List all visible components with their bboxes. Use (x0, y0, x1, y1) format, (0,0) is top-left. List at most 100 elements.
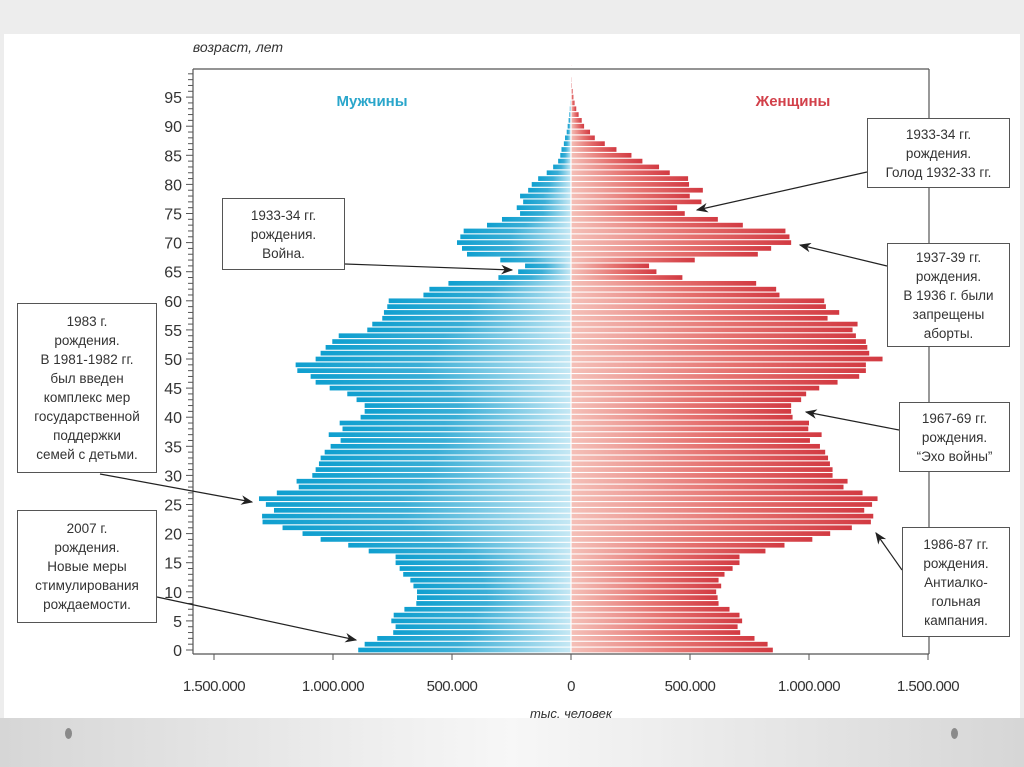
bar-women-age-58 (571, 310, 840, 315)
bar-women-age-62 (571, 286, 777, 292)
y-tick-label: 45 (164, 381, 182, 398)
bar-men-age-88 (565, 135, 571, 141)
bar-women-age-70 (571, 240, 792, 245)
bar-men-age-79 (528, 187, 571, 193)
bar-men-age-77 (523, 199, 571, 205)
bar-men-age-43 (356, 397, 571, 403)
y-tick-label: 0 (173, 643, 182, 660)
bar-men-age-36 (340, 438, 571, 443)
annotation-line: рождения. (915, 268, 982, 284)
bar-men-age-92 (569, 112, 571, 117)
bar-men-age-54 (338, 333, 571, 339)
annotation-war-echo: 1967-69 гг. рождения. “Эхо войны” (899, 402, 1010, 472)
bar-men-age-46 (315, 379, 571, 385)
bar-women-age-94 (571, 100, 575, 106)
annotation-line: 1933-34 гг. (905, 126, 972, 142)
bar-women-age-68 (571, 251, 758, 257)
bar-women-age-65 (571, 269, 657, 275)
bar-women-age-31 (571, 467, 833, 472)
bar-women-age-49 (571, 362, 866, 368)
bar-men-age-22 (262, 519, 571, 525)
bar-men-age-20 (302, 531, 571, 536)
bar-women-age-53 (571, 339, 866, 344)
bar-men-age-74 (501, 216, 571, 222)
bar-women-age-5 (571, 618, 743, 624)
bar-women-age-19 (571, 537, 813, 542)
bar-men-age-62 (429, 286, 571, 292)
bar-men-age-52 (325, 345, 571, 350)
bar-men-age-4 (395, 624, 571, 630)
y-tick-label: 55 (164, 323, 182, 340)
bar-men-age-14 (399, 566, 571, 571)
annotation-line: 1967-69 гг. (921, 410, 988, 426)
annotation-line: 1986-87 гг. (923, 536, 989, 552)
bar-men-age-70 (456, 240, 571, 245)
bar-women-age-3 (571, 630, 741, 635)
bar-men-age-48 (297, 368, 571, 373)
arrow-famine (695, 171, 868, 213)
annotation-line: 2007 г. (66, 521, 108, 536)
bar-women-age-45 (571, 385, 820, 391)
bar-men-age-15 (395, 560, 571, 566)
bar-men-age-91 (568, 118, 571, 123)
y-tick-label: 50 (164, 352, 182, 369)
bar-women-age-40 (571, 414, 793, 420)
bar-men-age-3 (393, 630, 571, 635)
bar-men-age-85 (560, 152, 571, 158)
annotation-line: рождения. (54, 333, 120, 348)
bar-women-age-55 (571, 327, 853, 333)
y-tick-label: 85 (164, 148, 182, 165)
bar-women-age-33 (571, 455, 829, 461)
bar-men-age-49 (295, 362, 571, 368)
bar-men-age-10 (417, 589, 571, 595)
bar-men-age-35 (330, 443, 571, 449)
bar-women-age-1 (571, 641, 768, 647)
bar-men-age-58 (383, 310, 571, 315)
annotation-line: 1983 г. (66, 314, 108, 329)
bar-women-age-88 (571, 135, 595, 141)
bar-men-age-50 (315, 356, 571, 362)
bar-women-age-7 (571, 606, 730, 612)
bar-men-age-28 (298, 484, 571, 490)
bar-men-age-78 (520, 193, 571, 199)
bar-men-age-13 (403, 571, 571, 577)
bar-women-age-17 (571, 548, 766, 554)
bar-women-age-79 (571, 187, 703, 193)
y-tick-label: 90 (164, 119, 182, 136)
annotation-war: 1933-34 гг. рождения. Война. (222, 198, 345, 270)
y-tick-label: 75 (164, 207, 182, 224)
y-tick-label: 60 (164, 294, 182, 311)
bar-men-age-80 (531, 182, 571, 187)
bar-men-age-51 (320, 350, 571, 356)
annotation-line: государственной (34, 409, 140, 424)
bar-women-age-71 (571, 234, 790, 240)
bar-men-age-33 (320, 455, 571, 461)
annotation-line: гольная (931, 593, 981, 609)
bar-women-age-42 (571, 403, 792, 408)
bar-men-age-7 (404, 606, 571, 612)
bar-women-age-59 (571, 304, 826, 309)
annotation-line: Антиалко- (924, 574, 988, 590)
bar-men-age-68 (466, 251, 571, 257)
bar-men-age-9 (417, 595, 571, 600)
bar-women-age-48 (571, 368, 866, 373)
nav-dot-right (951, 728, 958, 739)
bar-men-age-11 (413, 583, 571, 589)
bar-women-age-2 (571, 636, 755, 641)
bar-women-age-4 (571, 624, 738, 630)
bar-women-age-82 (571, 170, 670, 176)
bar-men-age-2 (377, 636, 571, 641)
bar-men-age-5 (391, 618, 571, 624)
x-tick-label: 0 (567, 678, 575, 695)
bar-men-age-56 (372, 321, 571, 327)
bar-men-age-53 (332, 339, 571, 344)
bar-women-age-32 (571, 461, 830, 467)
bar-women-age-20 (571, 531, 831, 536)
annotation-line: рождения. (923, 555, 989, 571)
bar-women-age-50 (571, 356, 883, 362)
annotation-line: “Эхо войны” (916, 448, 993, 464)
y-tick-label: 30 (164, 468, 182, 485)
annotation-line: семей с детьми. (36, 447, 138, 462)
bar-men-age-24 (273, 507, 571, 513)
